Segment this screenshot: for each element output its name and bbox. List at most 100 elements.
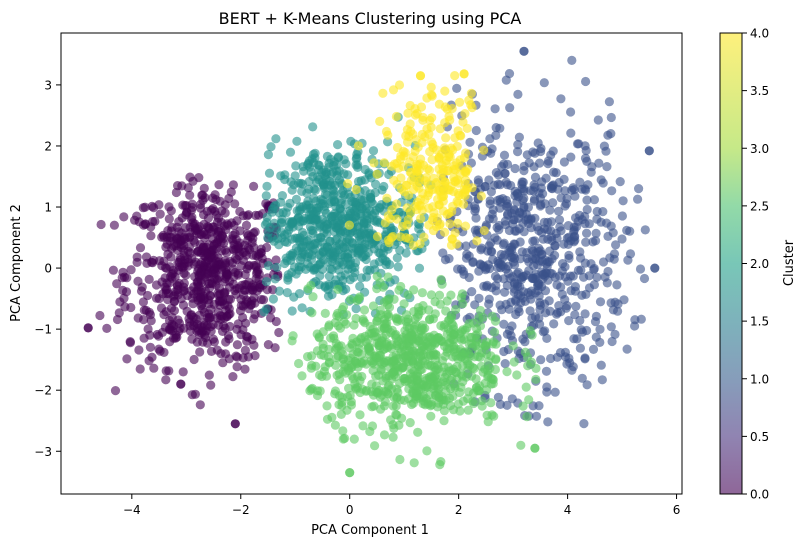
data-point <box>199 219 209 229</box>
data-point <box>441 306 451 316</box>
data-point <box>518 272 528 282</box>
data-point <box>424 203 434 213</box>
x-tick-label: 0 <box>346 503 354 517</box>
data-point <box>611 240 621 250</box>
data-point <box>484 299 494 309</box>
data-point <box>102 323 112 333</box>
data-point <box>610 329 620 339</box>
data-point <box>531 374 541 384</box>
colorbar-tick-label: 4.0 <box>750 27 769 41</box>
data-point <box>189 354 199 365</box>
data-point <box>419 160 429 170</box>
data-point <box>394 420 404 430</box>
data-point <box>338 426 348 436</box>
data-point <box>372 169 382 179</box>
data-point <box>634 184 644 194</box>
data-point <box>378 282 388 292</box>
data-point <box>112 279 122 289</box>
data-point <box>424 187 434 198</box>
data-point <box>524 395 534 405</box>
data-point <box>500 169 510 179</box>
x-axis-label: PCA Component 1 <box>311 523 429 538</box>
data-point <box>518 401 528 411</box>
data-point <box>512 370 522 380</box>
data-point <box>394 80 405 90</box>
data-point <box>408 185 418 195</box>
data-point <box>437 174 447 185</box>
data-point <box>470 300 480 310</box>
data-point <box>141 252 152 262</box>
data-point <box>434 154 444 164</box>
data-point <box>240 364 250 374</box>
data-point <box>559 174 569 184</box>
data-point <box>109 220 119 230</box>
data-point <box>537 256 547 266</box>
data-point <box>220 349 231 359</box>
data-point <box>477 396 487 406</box>
data-point <box>559 239 569 249</box>
data-point <box>355 245 365 255</box>
data-point <box>316 194 326 204</box>
data-point <box>519 227 529 237</box>
data-point <box>426 82 436 92</box>
data-point <box>276 218 286 228</box>
data-point <box>333 284 343 294</box>
data-point <box>564 250 574 260</box>
data-point <box>496 260 506 270</box>
data-point <box>575 177 585 187</box>
data-point <box>525 326 535 336</box>
data-point <box>221 258 231 268</box>
data-point <box>201 286 211 297</box>
data-point <box>164 214 174 224</box>
data-point <box>483 370 493 380</box>
data-point <box>514 132 525 142</box>
data-point <box>383 388 393 399</box>
data-point <box>297 303 307 313</box>
data-point <box>588 344 599 354</box>
data-point <box>391 111 401 122</box>
data-point <box>461 241 471 251</box>
data-point <box>394 343 404 353</box>
data-point <box>315 370 325 380</box>
data-point <box>441 133 451 143</box>
data-point <box>195 347 205 357</box>
data-point <box>500 216 510 226</box>
data-point <box>471 213 481 223</box>
data-point <box>318 343 328 353</box>
data-point <box>625 249 636 259</box>
data-point <box>250 298 260 308</box>
data-point <box>584 283 595 293</box>
data-point <box>309 215 319 226</box>
data-point <box>564 316 574 326</box>
data-point <box>241 318 251 328</box>
data-point <box>528 236 538 246</box>
data-point <box>310 238 320 248</box>
data-point <box>157 261 167 271</box>
data-point <box>618 196 628 206</box>
data-point <box>404 384 414 394</box>
data-point <box>422 382 432 392</box>
data-point <box>501 75 511 85</box>
data-point <box>602 162 612 172</box>
data-point <box>393 262 403 272</box>
data-point <box>308 226 318 236</box>
data-point <box>446 290 456 300</box>
data-point <box>501 299 511 309</box>
data-point <box>375 116 385 126</box>
data-point <box>314 165 324 175</box>
data-point <box>341 159 351 169</box>
data-point <box>617 234 627 244</box>
data-point <box>126 265 136 275</box>
data-point <box>171 330 181 340</box>
data-point <box>145 342 155 352</box>
data-point <box>185 190 195 200</box>
data-point <box>379 430 390 440</box>
data-point <box>419 232 429 242</box>
data-point <box>429 350 439 360</box>
data-point <box>146 231 156 241</box>
data-point <box>138 203 148 213</box>
data-point <box>371 371 381 381</box>
data-point <box>518 334 528 344</box>
data-point <box>486 246 496 256</box>
data-point <box>537 177 547 187</box>
